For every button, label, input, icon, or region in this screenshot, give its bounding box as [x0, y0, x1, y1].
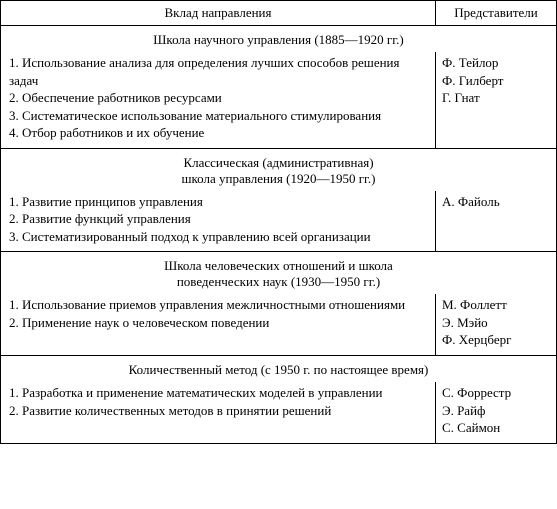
section-scientific-management: Школа научного управления (1885—1920 гг.…	[1, 26, 556, 149]
section-title: Количественный метод (с 1950 г. по насто…	[1, 356, 556, 382]
section-title: Школа человеческих отношений и школа пов…	[1, 252, 556, 294]
contributions-cell: 1. Использование приемов управления межл…	[1, 294, 436, 355]
title-line: школа управления (1920—1950 гг.)	[5, 171, 552, 187]
representatives-cell: С. Форрестр Э. Райф С. Саймон	[436, 382, 556, 443]
contribution-item: 2. Обеспечение работников ресурсами	[9, 89, 429, 107]
header-representatives: Представители	[436, 1, 556, 25]
representative-item: Э. Райф	[442, 402, 552, 420]
schools-table: Вклад направления Представители Школа на…	[0, 0, 557, 444]
representative-item: С. Форрестр	[442, 384, 552, 402]
contributions-cell: 1. Использование анализа для определения…	[1, 52, 436, 148]
title-line: Школа человеческих отношений и школа	[5, 258, 552, 274]
title-line: Количественный метод (с 1950 г. по насто…	[5, 362, 552, 378]
contribution-item: 4. Отбор работников и их обучение	[9, 124, 429, 142]
header-contributions: Вклад направления	[1, 1, 436, 25]
contribution-item: 2. Развитие количественных методов в при…	[9, 402, 429, 420]
section-body: 1. Развитие принципов управления 2. Разв…	[1, 191, 556, 252]
representative-item: М. Фоллетт	[442, 296, 552, 314]
contribution-item: 1. Развитие принципов управления	[9, 193, 429, 211]
contributions-cell: 1. Разработка и применение математически…	[1, 382, 436, 443]
representative-item: Ф. Гилберт	[442, 72, 552, 90]
representative-item: Ф. Херцберг	[442, 331, 552, 349]
representative-item: Ф. Тейлор	[442, 54, 552, 72]
title-line: Школа научного управления (1885—1920 гг.…	[5, 32, 552, 48]
contribution-item: 1. Использование анализа для определения…	[9, 54, 429, 89]
representatives-cell: Ф. Тейлор Ф. Гилберт Г. Гнат	[436, 52, 556, 148]
contribution-item: 3. Систематическое использование материа…	[9, 107, 429, 125]
representative-item: А. Файоль	[442, 193, 552, 211]
contribution-item: 2. Применение наук о человеческом поведе…	[9, 314, 429, 332]
section-title: Школа научного управления (1885—1920 гг.…	[1, 26, 556, 52]
section-body: 1. Разработка и применение математически…	[1, 382, 556, 443]
representatives-cell: А. Файоль	[436, 191, 556, 252]
representative-item: Э. Мэйо	[442, 314, 552, 332]
contributions-cell: 1. Развитие принципов управления 2. Разв…	[1, 191, 436, 252]
contribution-item: 3. Систематизированный подход к управлен…	[9, 228, 429, 246]
representative-item: С. Саймон	[442, 419, 552, 437]
section-classical-administrative: Классическая (административная) школа уп…	[1, 149, 556, 253]
section-body: 1. Использование приемов управления межл…	[1, 294, 556, 355]
contribution-item: 1. Использование приемов управления межл…	[9, 296, 429, 314]
section-quantitative-method: Количественный метод (с 1950 г. по насто…	[1, 356, 556, 443]
title-line: поведенческих наук (1930—1950 гг.)	[5, 274, 552, 290]
representatives-cell: М. Фоллетт Э. Мэйо Ф. Херцберг	[436, 294, 556, 355]
title-line: Классическая (административная)	[5, 155, 552, 171]
contribution-item: 1. Разработка и применение математически…	[9, 384, 429, 402]
table-header-row: Вклад направления Представители	[1, 1, 556, 26]
representative-item: Г. Гнат	[442, 89, 552, 107]
contribution-item: 2. Развитие функций управления	[9, 210, 429, 228]
section-title: Классическая (административная) школа уп…	[1, 149, 556, 191]
section-body: 1. Использование анализа для определения…	[1, 52, 556, 148]
section-human-relations: Школа человеческих отношений и школа пов…	[1, 252, 556, 356]
